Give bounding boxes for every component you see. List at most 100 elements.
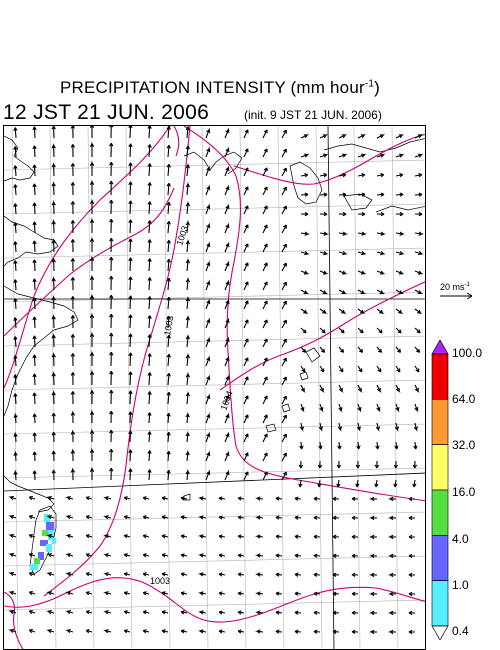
wind-arrow bbox=[109, 199, 114, 215]
wind-arrow bbox=[243, 452, 249, 462]
wind-arrow bbox=[103, 629, 112, 634]
wind-arrow bbox=[32, 316, 37, 329]
wind-arrow bbox=[89, 350, 95, 366]
wind-arrow bbox=[357, 153, 367, 158]
wind-arrow bbox=[185, 430, 190, 443]
wind-arrow bbox=[224, 184, 230, 196]
wind-arrow bbox=[89, 126, 95, 138]
wind-arrow bbox=[205, 298, 211, 310]
wind-arrow bbox=[408, 629, 416, 635]
wind-arrow bbox=[281, 262, 287, 272]
wind-arrow bbox=[313, 629, 321, 634]
precipitation-taiwan bbox=[30, 514, 56, 570]
wind-arrow bbox=[294, 629, 302, 634]
color-bar-label: 16.0 bbox=[452, 485, 476, 499]
wind-arrow bbox=[128, 468, 133, 481]
wind-arrow bbox=[147, 391, 152, 405]
wind-arrow bbox=[243, 262, 249, 272]
wind-arrow bbox=[408, 591, 416, 597]
precip-cell bbox=[46, 522, 54, 530]
wind-arrow bbox=[128, 352, 133, 367]
wind-arrow bbox=[332, 629, 340, 634]
wind-arrow bbox=[243, 319, 249, 329]
wind-arrow bbox=[298, 479, 303, 488]
wind-arrow bbox=[357, 211, 366, 217]
grid-line bbox=[353, 126, 361, 649]
wind-arrow bbox=[13, 184, 18, 196]
wind-arrow bbox=[395, 365, 401, 373]
grid-line bbox=[4, 599, 425, 611]
isobar-labels: 1003 1003 1004 1003 bbox=[150, 224, 235, 586]
coast-shikoku bbox=[343, 193, 373, 211]
wind-arrow bbox=[300, 251, 310, 256]
wind-arrow bbox=[338, 384, 344, 393]
wind-arrow bbox=[281, 129, 287, 139]
wind-arrow bbox=[161, 610, 169, 615]
wind-arrow bbox=[89, 409, 95, 423]
wind-arrow bbox=[237, 591, 245, 596]
wind-arrow bbox=[147, 182, 152, 196]
coast-china-southeast bbox=[4, 475, 55, 513]
wind-arrow bbox=[185, 468, 190, 481]
wind-arrow bbox=[243, 205, 249, 215]
wind-arrow bbox=[51, 313, 56, 329]
wind-arrow bbox=[89, 369, 95, 385]
wind-arrow bbox=[243, 433, 249, 443]
title-text: PRECIPITATION INTENSITY (mm hour bbox=[59, 78, 365, 97]
wind-arrow bbox=[262, 319, 268, 329]
coast-honshu bbox=[323, 138, 425, 153]
wind-arrow bbox=[337, 441, 342, 450]
wind-arrow bbox=[300, 308, 309, 314]
wind-arrow bbox=[300, 270, 310, 275]
wind-arrow bbox=[70, 239, 75, 253]
grid-line bbox=[4, 379, 425, 391]
wind-arrow bbox=[197, 572, 207, 577]
wind-arrow bbox=[387, 515, 397, 521]
wind-arrow bbox=[393, 460, 399, 469]
wind-arrow bbox=[262, 167, 268, 177]
wind-arrow bbox=[338, 192, 347, 197]
wind-arrow bbox=[185, 352, 191, 367]
wind-arrow bbox=[376, 403, 381, 413]
wind-arrow bbox=[243, 224, 249, 234]
wind-arrow bbox=[319, 133, 328, 139]
color-bar bbox=[431, 340, 449, 640]
wind-arrow bbox=[224, 355, 230, 367]
wind-arrow bbox=[224, 165, 230, 177]
wind-arrow bbox=[28, 590, 36, 596]
wind-arrow bbox=[85, 496, 93, 501]
wind-arrow bbox=[85, 534, 93, 539]
wind-arrow bbox=[46, 590, 55, 596]
wind-arrow bbox=[8, 590, 17, 595]
wind-arrow bbox=[414, 384, 420, 393]
wind-arrow bbox=[46, 533, 55, 539]
wind-arrow bbox=[46, 495, 55, 501]
wind-arrow bbox=[109, 161, 114, 177]
wind-arrow bbox=[128, 314, 133, 329]
color-bar-label: 4.0 bbox=[452, 532, 469, 546]
wind-arrow bbox=[8, 609, 17, 614]
wind-arrow bbox=[89, 447, 95, 461]
isobar-line bbox=[183, 126, 425, 502]
color-bar-label: 64.0 bbox=[452, 392, 476, 406]
wind-arrow bbox=[243, 281, 249, 291]
wind-arrow bbox=[376, 270, 386, 275]
coast-korea bbox=[183, 151, 243, 175]
wind-arrow bbox=[368, 591, 378, 597]
wind-arrow bbox=[185, 143, 191, 158]
wind-arrow bbox=[394, 422, 400, 432]
wind-arrow bbox=[128, 430, 133, 443]
wind-arrow bbox=[70, 163, 75, 177]
wind-arrow bbox=[166, 239, 171, 253]
wind-arrow bbox=[395, 251, 405, 256]
wind-arrow bbox=[300, 231, 311, 236]
wind-arrow bbox=[89, 141, 95, 157]
wind-arrow bbox=[65, 609, 74, 615]
wind-arrow bbox=[128, 295, 133, 310]
wind-arrow bbox=[332, 553, 340, 558]
wind-arrow bbox=[161, 496, 169, 501]
wind-arrow bbox=[13, 127, 18, 139]
wind-arrow bbox=[180, 553, 188, 558]
wind-arrow bbox=[89, 466, 95, 480]
wind-arrow bbox=[13, 298, 18, 310]
